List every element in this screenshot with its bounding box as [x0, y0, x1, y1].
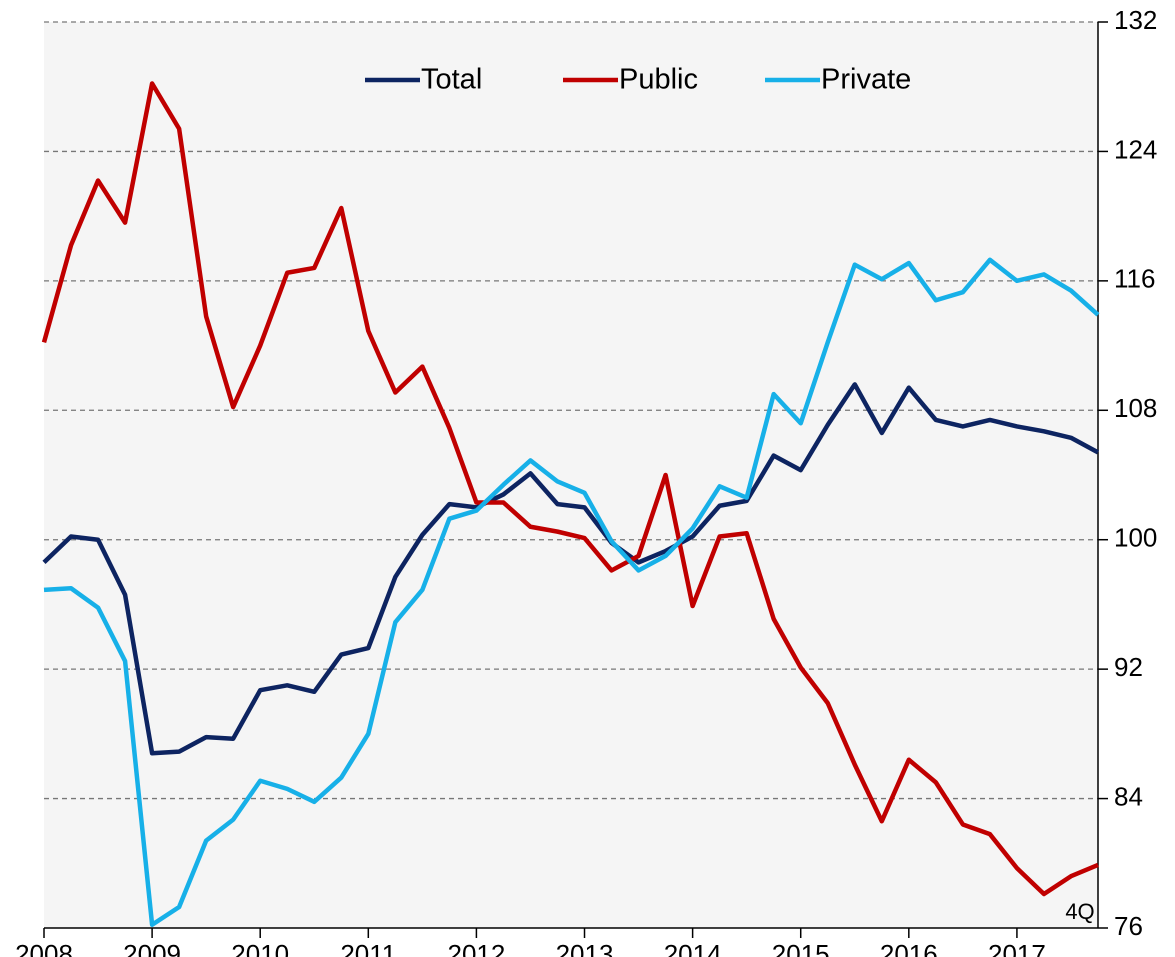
- x-tick-label: 2011: [340, 939, 396, 957]
- y-tick-label: 108: [1114, 393, 1157, 423]
- y-tick-label: 76: [1114, 911, 1143, 941]
- legend-label: Public: [619, 64, 698, 96]
- y-tick-label: 132: [1114, 5, 1157, 35]
- x-tick-label: 2012: [447, 939, 505, 957]
- x-tick-label: 2017: [988, 939, 1046, 957]
- legend-label: Private: [821, 64, 911, 96]
- x-tick-label: 2010: [231, 939, 289, 957]
- y-tick-label: 100: [1114, 523, 1157, 553]
- annotation: 4Q: [1065, 899, 1094, 924]
- x-tick-label: 2014: [664, 939, 722, 957]
- y-tick-label: 116: [1114, 264, 1155, 294]
- series-line: [43, 257, 1100, 928]
- y-tick-label: 124: [1114, 134, 1157, 164]
- x-tick-label: 2009: [123, 939, 181, 957]
- x-tick-label: 2013: [556, 939, 614, 957]
- y-tick-label: 84: [1114, 781, 1143, 811]
- plot-area: [44, 22, 1098, 928]
- x-tick-label: 2008: [15, 939, 73, 957]
- y-tick-label: 92: [1114, 652, 1143, 682]
- x-tick-label: 2015: [772, 939, 830, 957]
- legend-label: Total: [421, 64, 482, 96]
- series-line: [41, 81, 1099, 897]
- x-tick-label: 2016: [880, 939, 938, 957]
- series-line: [42, 382, 1100, 756]
